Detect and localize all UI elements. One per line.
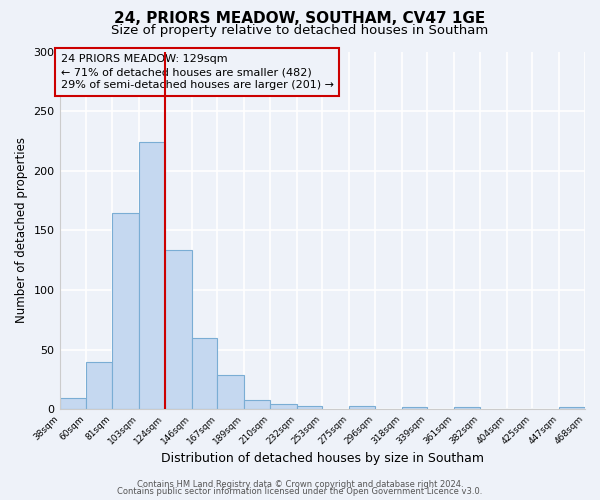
Bar <box>270 404 296 409</box>
Bar <box>349 406 375 409</box>
Bar <box>402 407 427 410</box>
Text: Contains public sector information licensed under the Open Government Licence v3: Contains public sector information licen… <box>118 488 482 496</box>
Bar <box>191 338 217 409</box>
Bar <box>139 142 164 409</box>
Bar <box>454 407 480 410</box>
Bar <box>86 362 112 410</box>
Bar <box>59 398 86 409</box>
Text: Contains HM Land Registry data © Crown copyright and database right 2024.: Contains HM Land Registry data © Crown c… <box>137 480 463 489</box>
Bar <box>217 375 244 410</box>
Text: 24, PRIORS MEADOW, SOUTHAM, CV47 1GE: 24, PRIORS MEADOW, SOUTHAM, CV47 1GE <box>115 11 485 26</box>
Text: Size of property relative to detached houses in Southam: Size of property relative to detached ho… <box>112 24 488 37</box>
Bar <box>244 400 270 409</box>
X-axis label: Distribution of detached houses by size in Southam: Distribution of detached houses by size … <box>161 452 484 465</box>
Bar <box>296 406 322 409</box>
Bar <box>164 250 191 410</box>
Bar <box>112 212 139 410</box>
Bar <box>559 407 585 410</box>
Y-axis label: Number of detached properties: Number of detached properties <box>15 138 28 324</box>
Text: 24 PRIORS MEADOW: 129sqm
← 71% of detached houses are smaller (482)
29% of semi-: 24 PRIORS MEADOW: 129sqm ← 71% of detach… <box>61 54 334 90</box>
